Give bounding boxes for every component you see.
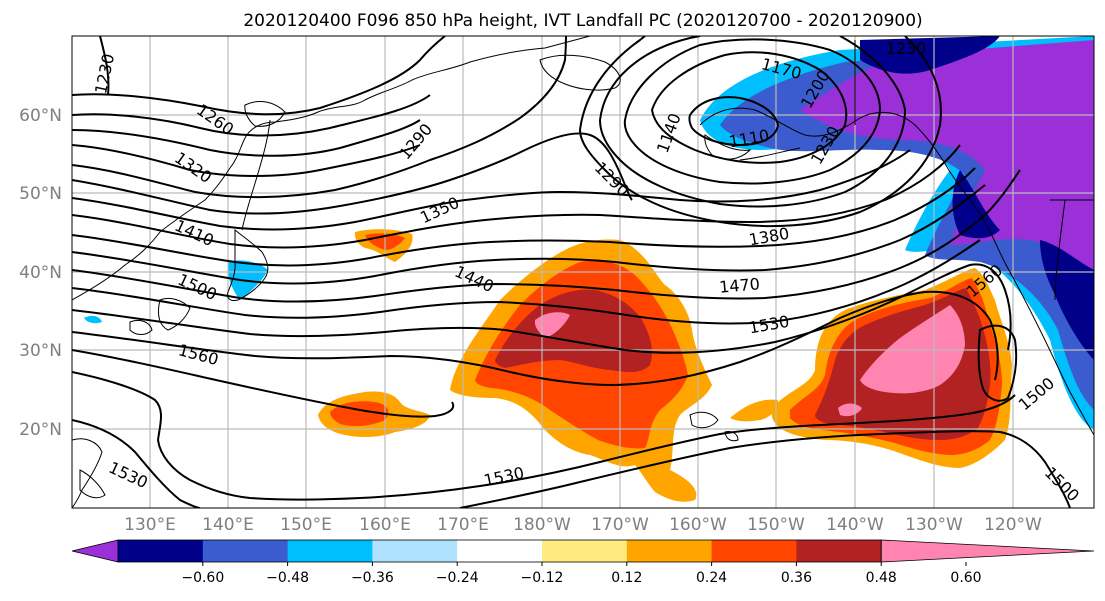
colorbar-tick-label: 0.24 xyxy=(696,570,727,586)
lat-label: 30°N xyxy=(19,341,62,361)
lon-label: 150°W xyxy=(747,515,805,535)
ivt-positive-shading xyxy=(318,229,1012,502)
lon-label: 160°E xyxy=(359,515,411,535)
colorbar-tick-label: −0.36 xyxy=(351,570,394,586)
colorbar-tick-label: −0.24 xyxy=(436,570,479,586)
lat-label: 60°N xyxy=(19,106,62,126)
height-contours xyxy=(72,36,1071,508)
lat-label: 20°N xyxy=(19,420,62,440)
colorbar-tick-label: 0.60 xyxy=(950,570,981,586)
colorbar-segment xyxy=(202,540,289,562)
colorbar-tick-label: 0.36 xyxy=(781,570,812,586)
colorbar-tick-label: −0.12 xyxy=(521,570,564,586)
coastlines xyxy=(72,36,1094,508)
lon-label: 120°W xyxy=(984,515,1042,535)
colorbar-segment xyxy=(457,540,543,562)
colorbar-extend-low xyxy=(71,539,119,563)
colorbar-tick-label: 0.12 xyxy=(611,570,642,586)
contour-label: 1230 xyxy=(886,39,927,58)
colorbar-tick-label: 0.48 xyxy=(866,570,897,586)
latitude-labels: 60°N 50°N 40°N 30°N 20°N xyxy=(19,106,62,440)
colorbar-segment xyxy=(372,540,458,562)
colorbar-segment xyxy=(796,540,882,562)
lon-label: 140°W xyxy=(826,515,884,535)
ivt-negative-shading xyxy=(84,36,1094,430)
lon-label: 150°E xyxy=(280,515,332,535)
lon-label: 130°E xyxy=(124,515,176,535)
lon-label: 180°W xyxy=(513,515,571,535)
map-title: 2020120400 F096 850 hPa height, IVT Land… xyxy=(243,11,922,31)
map-frame xyxy=(71,35,1095,509)
colorbar-extend-high xyxy=(880,539,1095,563)
lat-label: 50°N xyxy=(19,184,62,204)
colorbar-tick-label: −0.48 xyxy=(266,570,309,586)
contour-label: 1470 xyxy=(718,274,760,296)
map-area: 1230 1260 1320 1410 1500 1560 1530 1290 … xyxy=(72,36,1094,508)
colorbar-segment xyxy=(118,540,204,562)
colorbar-segment xyxy=(626,540,713,562)
lon-label: 160°W xyxy=(669,515,727,535)
lon-label: 170°W xyxy=(591,515,649,535)
colorbar-tick-label: −0.60 xyxy=(181,570,224,586)
lat-label: 40°N xyxy=(19,263,62,283)
colorbar: −0.60 −0.48 −0.36 −0.24 −0.12 0.12 0.24 0.36 0.4… xyxy=(71,539,1095,586)
colorbar-segment xyxy=(711,540,797,562)
colorbar-outline xyxy=(117,539,882,563)
colorbar-segment xyxy=(542,540,628,562)
lon-label: 140°E xyxy=(202,515,254,535)
lon-label: 170°E xyxy=(437,515,489,535)
colorbar-segment xyxy=(287,540,373,562)
longitude-labels: 130°E 140°E 150°E 160°E 170°E 180°W 170°… xyxy=(124,515,1042,535)
lon-label: 130°W xyxy=(905,515,963,535)
